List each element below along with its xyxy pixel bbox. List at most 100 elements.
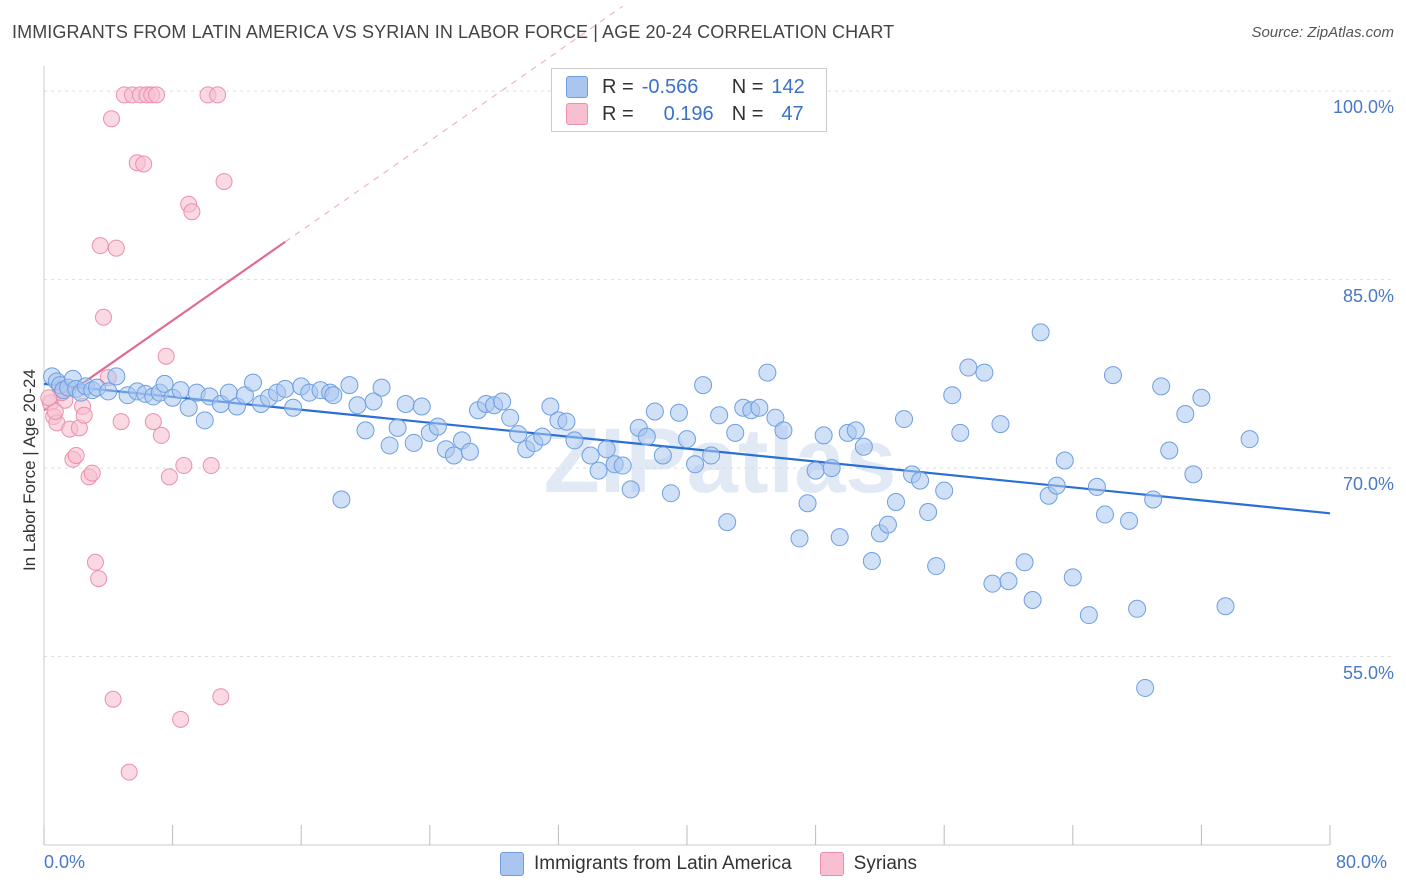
latin-america-point — [806, 461, 825, 480]
latin-america-point — [669, 403, 688, 422]
latin-america-point — [935, 481, 954, 500]
latin-america-point — [372, 378, 391, 397]
latin-america-point — [653, 446, 672, 465]
latin-america-point — [886, 492, 905, 511]
latin-america-point — [1184, 465, 1203, 484]
latin-america-point — [396, 394, 415, 413]
latin-america-point — [340, 376, 359, 395]
syrians-point — [202, 457, 220, 475]
syrians-point — [152, 426, 170, 444]
syrians-point — [67, 447, 85, 464]
latin-america-point — [911, 471, 930, 490]
latin-america-point — [597, 440, 616, 459]
n-label: N = — [731, 75, 764, 98]
latin-america-point — [919, 503, 938, 522]
watermark: ZIPatlas — [544, 410, 897, 512]
r-label: R = — [602, 102, 634, 125]
latin-america-point — [854, 437, 873, 456]
correlation-row-blue: R = -0.566 N = 142 — [566, 75, 805, 99]
r-value: -0.566 — [641, 75, 699, 98]
latin-america-point — [557, 412, 576, 431]
latin-america-point — [766, 408, 785, 427]
latin-america-point — [99, 382, 118, 401]
n-label: N = — [731, 102, 764, 125]
latin-america-point — [356, 421, 375, 440]
latin-america-point — [621, 480, 640, 499]
syrians-point — [90, 570, 108, 588]
legend-item-latin-america: Immigrants from Latin America — [500, 852, 792, 876]
syrians-point — [144, 413, 162, 431]
latin-america-point — [332, 490, 351, 509]
latin-america-point — [1079, 606, 1098, 625]
latin-america-point — [276, 379, 295, 398]
latin-america-point — [814, 426, 833, 445]
syrians-point — [40, 389, 58, 407]
y-axis-label: In Labor Force | Age 20-24 — [20, 369, 39, 571]
y-tick-label: 55.0% — [1342, 662, 1394, 683]
legend: Immigrants from Latin America Syrians — [500, 852, 945, 876]
latin-america-point — [501, 408, 520, 427]
legend-swatch-blue — [500, 852, 524, 876]
latin-america-point — [1047, 476, 1066, 495]
latin-america-point — [581, 446, 600, 465]
latin-america-point — [589, 461, 608, 480]
n-value: 47 — [781, 102, 804, 125]
syrians-point — [91, 237, 109, 255]
syrians-point — [148, 86, 166, 104]
latin-america-point — [694, 376, 713, 395]
latin-america-point — [195, 411, 214, 430]
latin-america-point — [943, 386, 962, 405]
blue-swatch — [566, 76, 588, 98]
latin-america-point — [718, 513, 737, 532]
latin-america-point — [895, 410, 914, 429]
latin-america-point — [798, 494, 817, 513]
latin-america-point — [493, 392, 512, 411]
latin-america-point — [1128, 599, 1147, 618]
latin-america-point — [637, 427, 656, 446]
latin-america-point — [533, 427, 552, 446]
latin-america-point — [790, 529, 809, 548]
pink-swatch — [566, 103, 588, 125]
syrians-point — [104, 690, 122, 708]
latin-america-point — [1087, 477, 1106, 496]
syrians-point — [212, 688, 230, 706]
syrians-point — [94, 308, 112, 326]
latin-america-point — [645, 402, 664, 421]
latin-america-point — [710, 406, 729, 425]
syrians-point — [120, 763, 138, 781]
latin-america-point — [541, 397, 560, 416]
n-value: 142 — [771, 75, 805, 98]
syrians-point — [160, 468, 178, 486]
latin-america-point — [975, 363, 994, 382]
chart-title: IMMIGRANTS FROM LATIN AMERICA VS SYRIAN … — [12, 22, 895, 42]
latin-america-point — [1160, 441, 1179, 460]
latin-america-point — [959, 358, 978, 377]
r-value: 0.196 — [663, 102, 714, 125]
syrians-point — [135, 155, 153, 173]
latin-america-point — [1120, 511, 1139, 530]
syrians-trend-extension — [284, 5, 624, 243]
legend-item-syrians: Syrians — [819, 852, 917, 876]
latin-america-point — [428, 417, 447, 436]
syrians-point — [112, 413, 130, 431]
legend-label: Syrians — [853, 853, 917, 874]
latin-america-point — [822, 459, 841, 478]
latin-america-point — [678, 430, 696, 449]
latin-america-point — [235, 386, 254, 405]
x-tick-label-max: 80.0% — [1336, 852, 1388, 872]
syrians-point — [83, 464, 101, 482]
latin-america-point — [983, 574, 1002, 593]
syrians-point — [175, 457, 193, 475]
latin-america-point — [1192, 388, 1211, 407]
latin-america-point — [1095, 505, 1114, 524]
latin-america-point — [1063, 568, 1082, 587]
latin-america-point — [758, 363, 777, 382]
y-tick-label: 100.0% — [1332, 97, 1394, 118]
syrians-point — [209, 86, 227, 104]
latin-america-point — [1176, 405, 1195, 424]
latin-america-point — [1152, 377, 1171, 396]
y-tick-label: 85.0% — [1342, 285, 1394, 306]
latin-america-point — [1144, 490, 1163, 509]
correlation-row-pink: R = 0.196 N = 47 — [566, 102, 804, 126]
